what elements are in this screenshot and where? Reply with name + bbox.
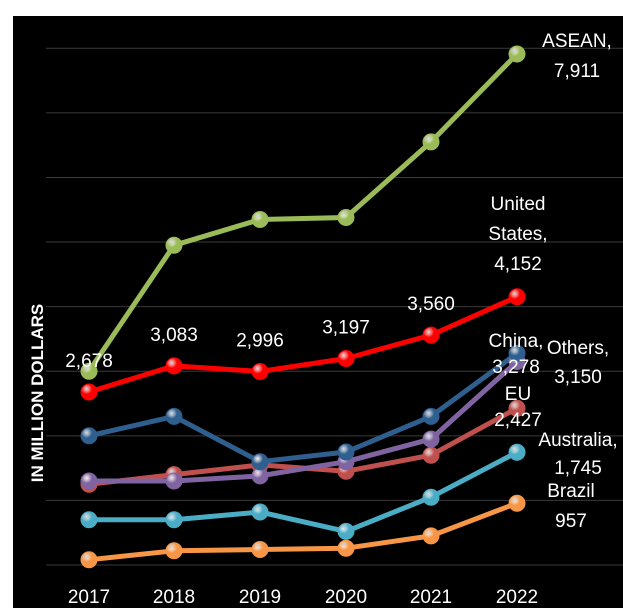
end-label-australia: Australia, — [538, 430, 617, 451]
end-label-china: China, — [489, 331, 544, 352]
data-point-brazil — [251, 541, 269, 558]
data-point-united-states — [508, 288, 526, 306]
data-point-australia — [251, 503, 269, 521]
data-point-asean — [508, 45, 526, 63]
end-label-brazil: Brazil — [547, 481, 595, 502]
data-label: 3,560 — [407, 294, 455, 315]
x-tick-label: 2018 — [153, 587, 195, 608]
data-point-china — [80, 427, 98, 445]
data-point-united-states — [251, 363, 269, 380]
x-tick-label: 2021 — [410, 587, 452, 608]
data-point-asean — [80, 362, 98, 380]
end-label-united-states: 4,152 — [494, 254, 542, 275]
data-point-china — [165, 407, 183, 425]
data-point-asean — [165, 236, 183, 254]
end-label-australia: 1,745 — [554, 458, 602, 479]
data-point-asean — [422, 133, 440, 151]
data-point-australia — [422, 488, 440, 506]
end-label-united-states: United — [491, 194, 546, 215]
series-line-asean — [86, 51, 520, 374]
data-point-brazil — [508, 494, 526, 512]
data-point-asean — [337, 209, 355, 226]
data-point-united-states — [165, 357, 183, 375]
series-line-china — [86, 350, 520, 465]
data-point-brazil — [165, 542, 183, 560]
end-label-asean: ASEAN, — [542, 31, 612, 52]
series-line-australia — [86, 449, 520, 534]
x-tick-label: 2019 — [239, 587, 281, 608]
data-point-united-states — [80, 383, 98, 401]
data-label: 3,197 — [322, 318, 370, 339]
data-point-asean — [251, 211, 269, 228]
series-line-others — [86, 359, 520, 484]
end-label-brazil: 957 — [555, 511, 587, 532]
data-point-australia — [165, 511, 183, 529]
data-point-china — [508, 344, 526, 362]
data-point-united-states — [337, 350, 355, 367]
data-point-china — [422, 407, 440, 425]
end-label-china: 3,278 — [492, 357, 540, 378]
data-point-china — [251, 453, 269, 471]
y-axis-label: IN MILLION DOLLARS — [28, 304, 47, 482]
data-point-australia — [80, 511, 98, 529]
data-point-others — [80, 472, 98, 490]
data-point-brazil — [337, 539, 355, 557]
end-label-asean: 7,911 — [554, 61, 600, 82]
data-point-eu — [508, 399, 526, 417]
data-point-china — [337, 443, 355, 461]
series-line-brazil — [86, 500, 520, 563]
data-point-united-states — [422, 326, 440, 344]
data-point-others — [251, 467, 269, 485]
x-tick-label: 2017 — [68, 587, 110, 608]
series-line-united-states — [86, 294, 520, 395]
data-point-others — [165, 472, 183, 490]
data-label: 2,678 — [65, 351, 113, 372]
data-label: 3,083 — [150, 325, 198, 346]
end-label-eu: 2,427 — [494, 410, 542, 431]
data-point-eu — [422, 446, 440, 464]
x-tick-label: 2022 — [496, 587, 538, 608]
end-label-others: Others, — [547, 338, 609, 359]
data-point-brazil — [80, 551, 98, 569]
data-point-australia — [337, 522, 355, 540]
end-label-united-states: States, — [488, 224, 547, 245]
x-tick-label: 2020 — [325, 587, 367, 608]
end-label-others: 3,150 — [554, 367, 602, 388]
end-label-eu: EU — [505, 384, 531, 405]
data-point-brazil — [422, 527, 440, 545]
data-label: 2,996 — [236, 330, 284, 351]
data-point-others — [422, 430, 440, 448]
data-point-australia — [508, 443, 526, 461]
